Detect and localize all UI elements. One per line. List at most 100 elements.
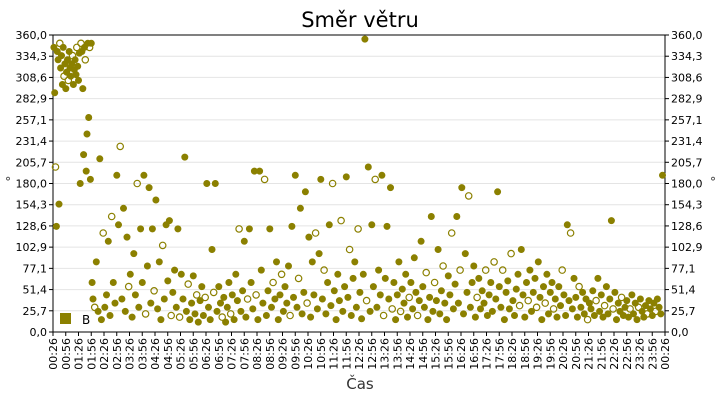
data-point [351,258,359,266]
data-point [307,313,315,321]
data-point [434,246,442,254]
data-point [57,64,65,72]
data-point [375,266,383,274]
data-point [510,311,518,319]
data-point [286,311,294,320]
data-point [315,250,323,258]
data-point [407,278,415,286]
x-tick-label: 00:26 [659,338,672,370]
data-point [262,311,270,319]
data-point [458,184,466,192]
data-point [257,266,265,274]
data-point [624,313,632,321]
y-tick-label: 77,1 [671,262,696,275]
data-point [311,229,320,237]
data-point [289,293,297,301]
legend: B [60,313,90,327]
data-point [599,313,607,321]
data-point [335,297,343,305]
data-point [233,297,241,305]
data-point [267,303,275,311]
data-point [240,237,248,245]
data-point [103,291,111,299]
x-tick-label: 03:26 [124,338,137,370]
data-point [376,291,384,299]
data-point [483,311,491,319]
data-point [121,307,129,315]
x-tick-label: 16:26 [455,338,468,370]
y-tick-label: 0,0 [30,326,48,339]
data-point [352,303,360,311]
data-point [52,222,60,230]
data-point [266,225,274,233]
y-tick-label: 257,1 [671,114,703,127]
data-point [53,47,61,55]
data-point [498,266,507,274]
data-point [517,246,525,254]
data-point [572,293,580,301]
data-point [107,212,116,221]
data-point [177,270,185,278]
data-point [536,293,544,301]
data-point [57,52,65,60]
data-points [50,35,666,326]
data-point [179,295,187,303]
data-point [609,305,617,313]
data-point [226,310,235,318]
data-point [133,179,142,188]
data-point [64,56,72,64]
data-point [502,288,510,296]
data-point [512,285,520,293]
y-tick-label: 128,6 [671,220,703,233]
x-tick-label: 10:56 [315,338,328,370]
x-tick-label: 04:26 [149,338,162,370]
x-tick-label: 21:56 [595,338,608,370]
data-point [73,43,81,52]
data-point [318,295,326,303]
data-point [237,307,245,315]
data-point [62,85,70,93]
y-tick-label: 360,0 [671,29,703,42]
data-point [532,303,541,312]
data-point [597,291,605,299]
data-point [611,288,619,296]
data-point [657,310,665,318]
data-point [481,266,490,274]
data-point [317,175,325,183]
data-point [623,297,631,305]
x-tick-label: 20:26 [557,338,570,370]
data-point [174,225,182,233]
data-point [606,295,614,303]
x-tick-label: 12:56 [366,338,379,370]
data-point [441,299,449,307]
data-point [145,184,153,192]
y-tick-label: 102,9 [16,241,48,254]
data-point [272,258,280,266]
x-tick-label: 14:26 [404,338,417,370]
data-point [519,291,527,299]
data-point [89,295,97,303]
y-axis-label-left: ° [5,175,11,189]
data-point [392,316,400,324]
data-point [463,288,471,296]
data-point [322,310,330,318]
x-tick-label: 18:56 [519,338,532,370]
data-point [271,295,279,303]
data-point [332,316,340,324]
data-point [492,295,500,303]
data-point [417,237,425,245]
data-point [464,192,473,200]
data-point [538,316,546,324]
data-point [242,313,250,321]
data-point [184,280,193,288]
data-point [546,288,554,296]
data-point [291,171,299,179]
x-tick-label: 15:26 [430,338,443,370]
data-point [118,295,126,303]
data-point [77,39,85,48]
data-point [432,297,440,305]
data-point [76,180,84,188]
data-point [405,293,414,302]
data-point [488,307,496,315]
x-tick-label: 09:56 [289,338,302,370]
